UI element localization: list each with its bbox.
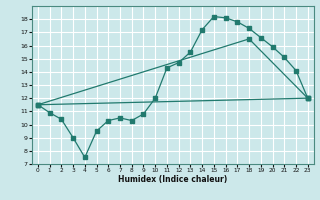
X-axis label: Humidex (Indice chaleur): Humidex (Indice chaleur) <box>118 175 228 184</box>
